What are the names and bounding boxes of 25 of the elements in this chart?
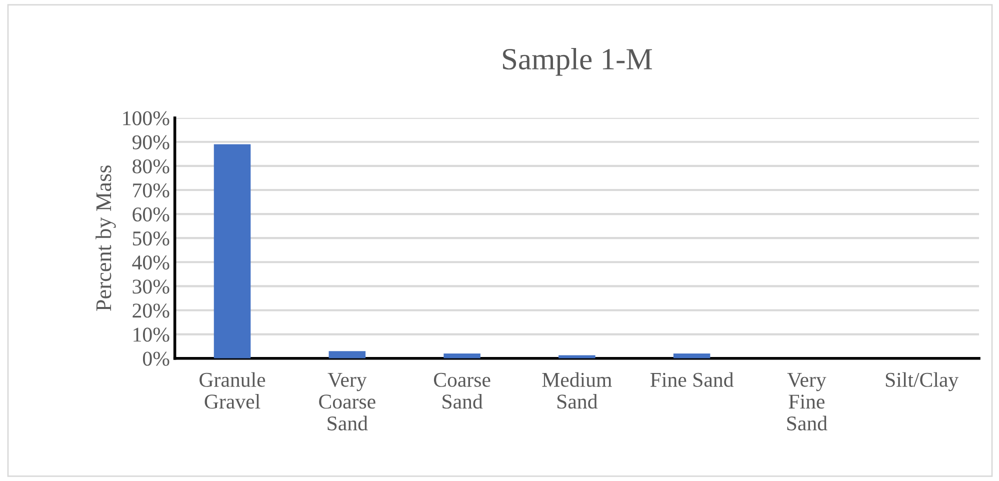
x-tick-label: Silt/Clay [886, 372, 959, 392]
y-tick-label: 50% [132, 231, 170, 246]
x-tick-label: Fine Sand [650, 372, 734, 387]
y-tick-label: 10% [134, 328, 170, 342]
bar [558, 355, 596, 358]
y-tick-label: 0% [142, 352, 170, 366]
y-tick-label: 70% [133, 183, 170, 198]
x-tick-label: Very Coarse Sand [319, 372, 376, 430]
y-tick-label: 80% [132, 159, 170, 174]
x-tick-label: Very Fine Sand [787, 372, 828, 430]
y-axis-title: Percent by Mass [96, 165, 116, 311]
bar [328, 351, 366, 358]
x-tick-label: Granule Gravel [200, 372, 266, 409]
y-tick-label: 20% [132, 304, 170, 318]
bar [214, 144, 251, 358]
bar [673, 354, 710, 358]
y-tick-label: 100% [123, 111, 170, 126]
x-tick-label: Coarse Sand [434, 372, 490, 409]
bar [444, 354, 480, 358]
chart-title: Sample 1-M [503, 48, 652, 76]
y-tick-label: 40% [132, 256, 170, 270]
x-tick-label: Medium Sand [542, 372, 612, 409]
y-tick-label: 30% [132, 280, 170, 294]
y-tick-label: 90% [132, 135, 170, 150]
y-tick-label: 60% [132, 207, 170, 222]
